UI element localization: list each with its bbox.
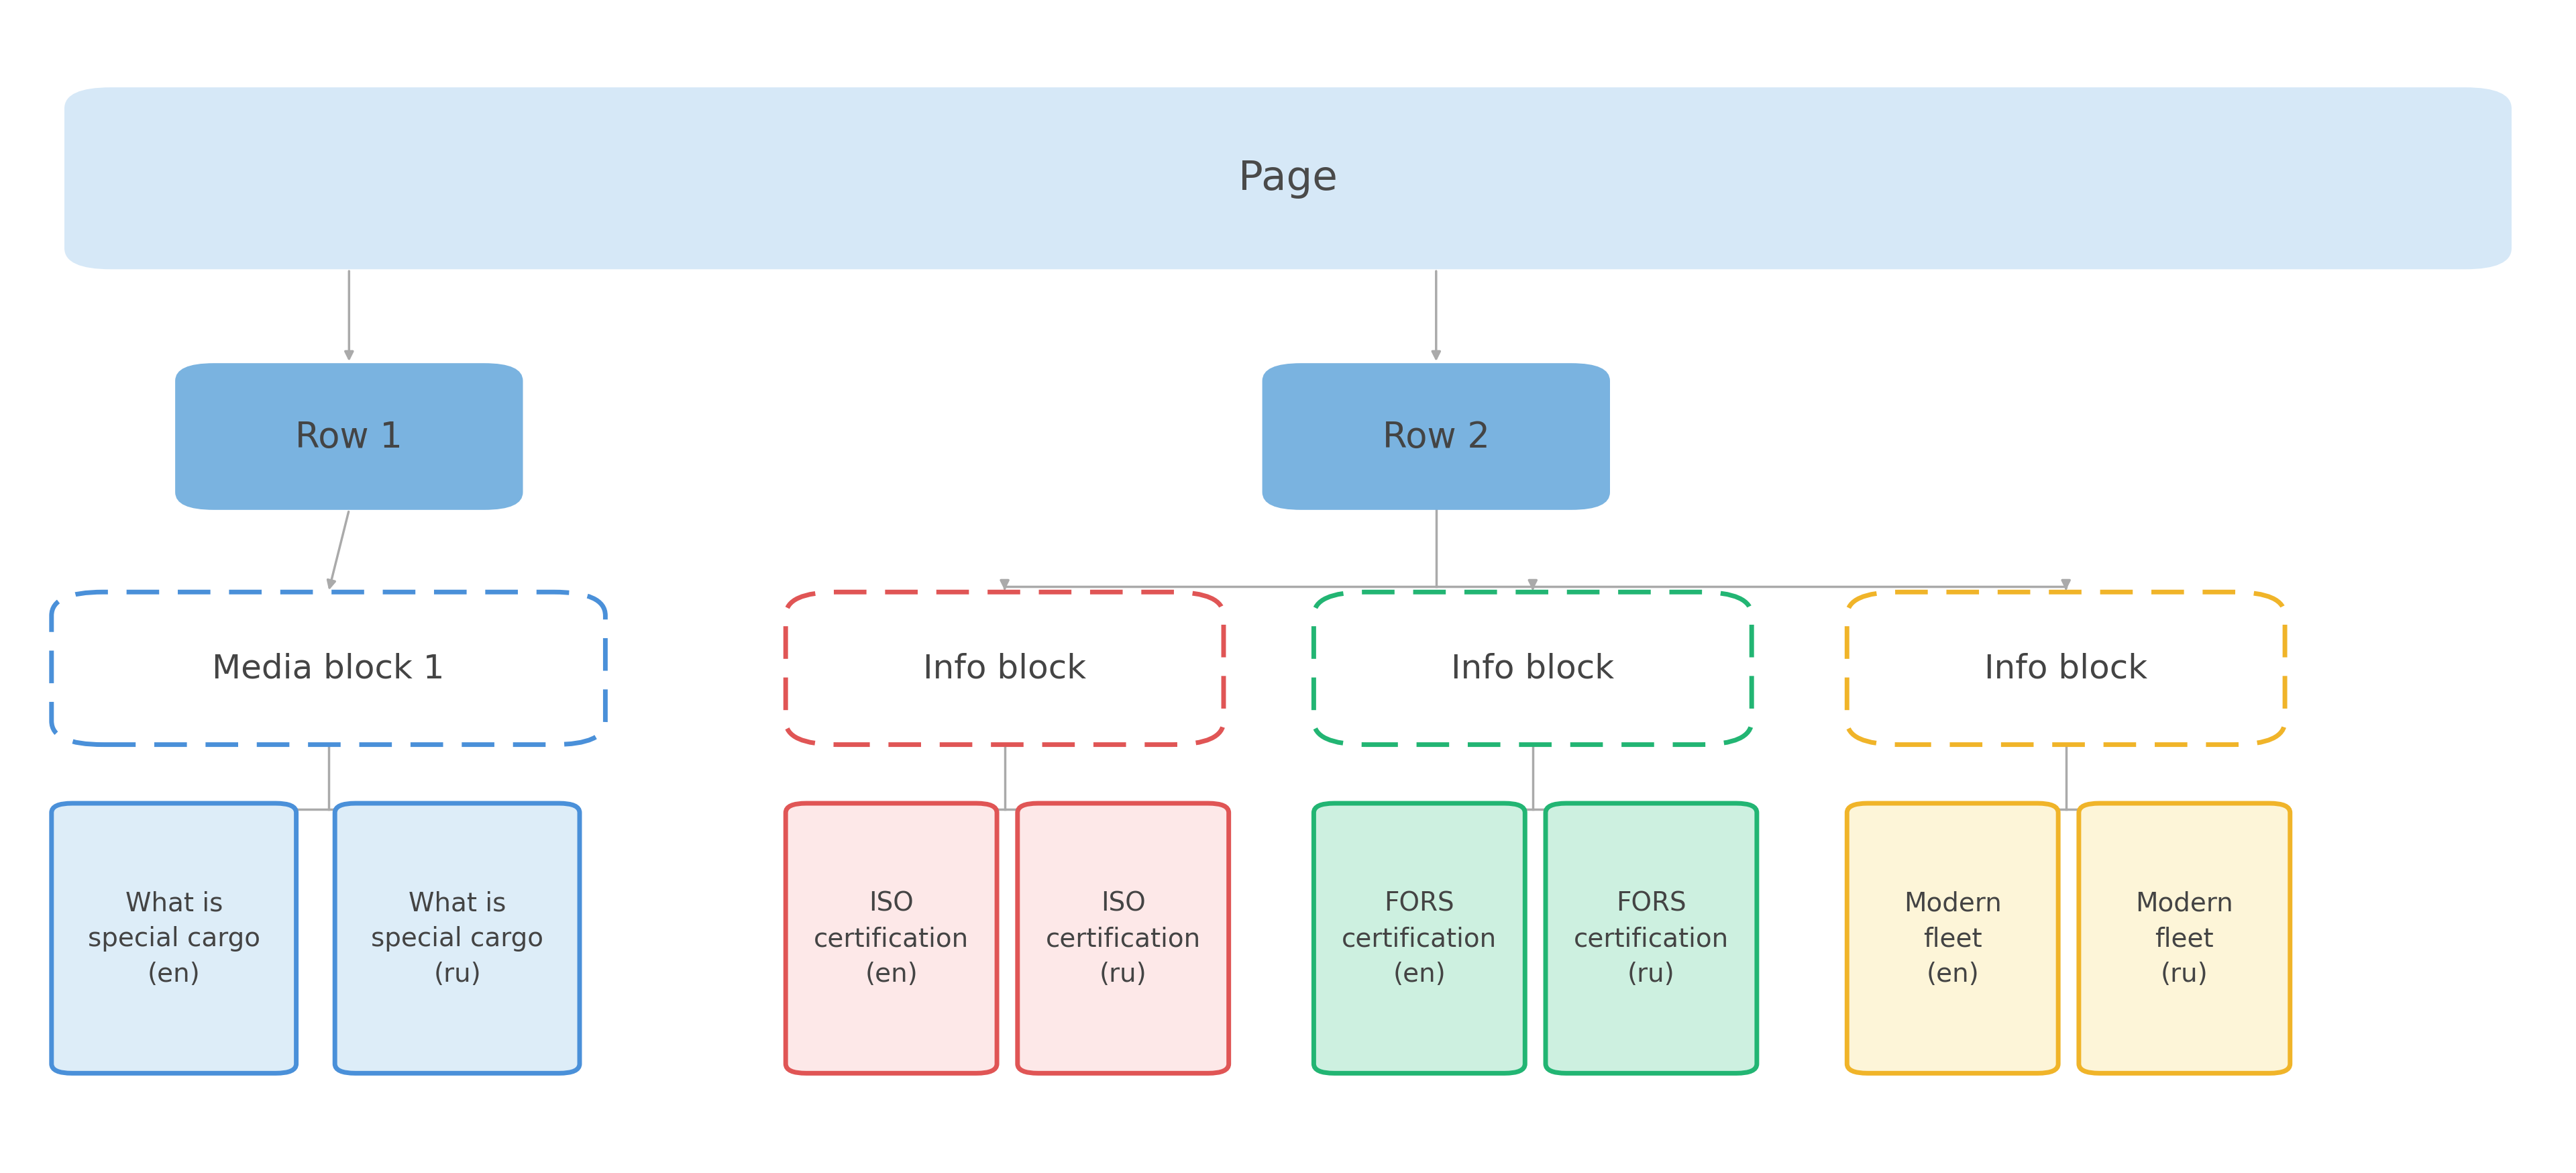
Text: Info block: Info block: [1984, 652, 2148, 685]
FancyBboxPatch shape: [1546, 804, 1757, 1073]
FancyBboxPatch shape: [1847, 804, 2058, 1073]
Text: ISO
certification
(en): ISO certification (en): [814, 890, 969, 986]
FancyBboxPatch shape: [175, 364, 523, 510]
FancyBboxPatch shape: [1314, 804, 1525, 1073]
FancyBboxPatch shape: [2079, 804, 2290, 1073]
FancyBboxPatch shape: [1847, 592, 2285, 745]
Text: Page: Page: [1239, 160, 1337, 198]
Text: Media block 1: Media block 1: [211, 652, 446, 685]
FancyBboxPatch shape: [64, 88, 2512, 270]
Text: FORS
certification
(ru): FORS certification (ru): [1574, 890, 1728, 986]
Text: What is
special cargo
(en): What is special cargo (en): [88, 890, 260, 986]
Text: FORS
certification
(en): FORS certification (en): [1342, 890, 1497, 986]
FancyBboxPatch shape: [1018, 804, 1229, 1073]
FancyBboxPatch shape: [52, 592, 605, 745]
Text: Info block: Info block: [922, 652, 1087, 685]
Text: ISO
certification
(ru): ISO certification (ru): [1046, 890, 1200, 986]
FancyBboxPatch shape: [786, 804, 997, 1073]
Text: Row 2: Row 2: [1383, 420, 1489, 454]
FancyBboxPatch shape: [1262, 364, 1610, 510]
Text: Modern
fleet
(ru): Modern fleet (ru): [2136, 890, 2233, 986]
FancyBboxPatch shape: [335, 804, 580, 1073]
Text: Modern
fleet
(en): Modern fleet (en): [1904, 890, 2002, 986]
Text: Row 1: Row 1: [296, 420, 402, 454]
FancyBboxPatch shape: [1314, 592, 1752, 745]
Text: What is
special cargo
(ru): What is special cargo (ru): [371, 890, 544, 986]
Text: Info block: Info block: [1450, 652, 1615, 685]
FancyBboxPatch shape: [52, 804, 296, 1073]
FancyBboxPatch shape: [786, 592, 1224, 745]
